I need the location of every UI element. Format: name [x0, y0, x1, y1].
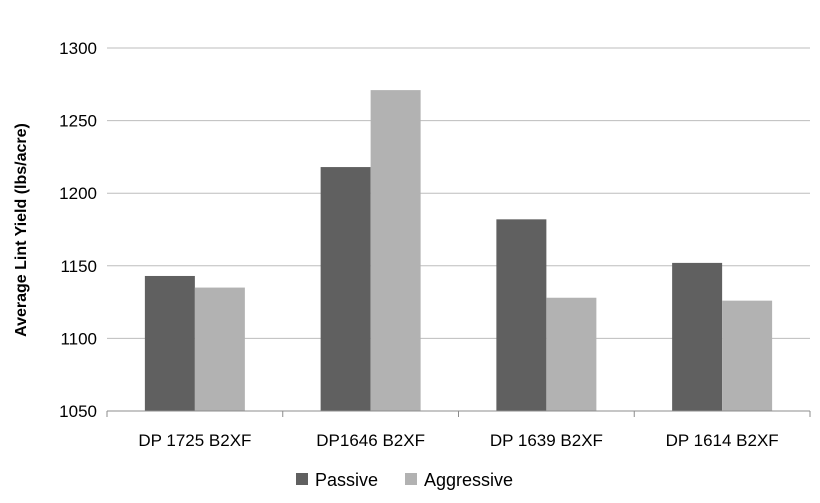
legend: Passive Aggressive — [296, 470, 513, 490]
legend-label-aggressive: Aggressive — [424, 470, 513, 490]
y-tick-label: 1100 — [60, 329, 97, 348]
x-tick-label: DP 1725 B2XF — [138, 431, 251, 450]
y-tick-label: 1050 — [59, 402, 97, 421]
bar-passive-1 — [144, 275, 195, 411]
x-tick-label: DP1646 B2XF — [316, 431, 425, 450]
bar-passive-4 — [672, 262, 723, 411]
axes: 1050 1100 1150 1200 1250 1300 DP 1725 B2XF DP16… — [59, 39, 811, 450]
bar-aggressive-2 — [370, 90, 421, 411]
y-tick-label: 1200 — [59, 184, 97, 203]
bar-aggressive-3 — [546, 297, 597, 411]
bar-passive-2 — [320, 167, 371, 411]
x-tick-label: DP 1639 B2XF — [490, 431, 603, 450]
x-tick-label: DP 1614 B2XF — [666, 431, 779, 450]
y-tick-label: 1250 — [59, 112, 97, 131]
bar-passive-3 — [496, 219, 547, 411]
y-tick-label: 1150 — [60, 257, 97, 276]
bar-aggressive-4 — [722, 300, 773, 411]
y-tick-label: 1300 — [59, 39, 97, 58]
bar-aggressive-1 — [194, 287, 245, 411]
legend-swatch-passive — [296, 473, 308, 485]
legend-swatch-aggressive — [405, 473, 417, 485]
legend-label-passive: Passive — [315, 470, 378, 490]
bars — [144, 90, 773, 411]
y-axis-label: Average Lint Yield (lbs/acre) — [13, 123, 30, 337]
